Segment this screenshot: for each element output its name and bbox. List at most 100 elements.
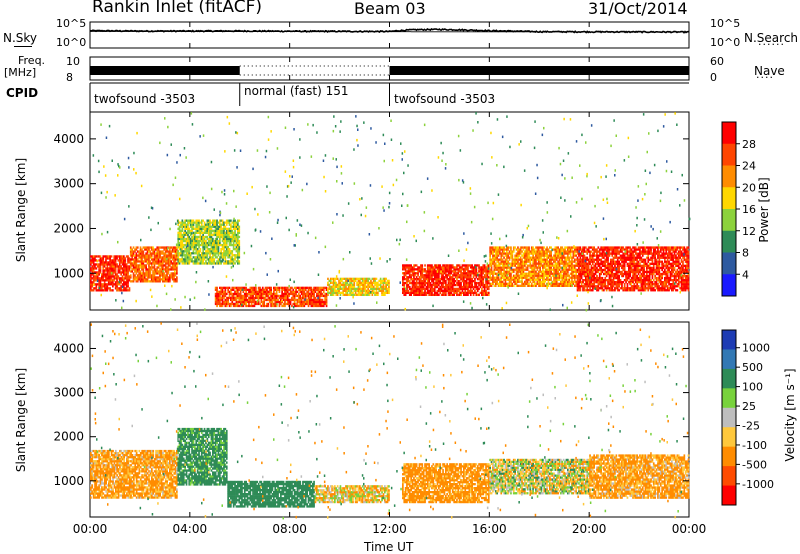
power-cell	[141, 256, 143, 259]
power-cell	[114, 267, 117, 270]
power-cell	[336, 283, 339, 286]
power-cell	[206, 243, 209, 247]
power-cell	[418, 280, 421, 283]
power-cell	[325, 296, 328, 300]
power-cell	[129, 258, 132, 261]
power-cell	[300, 286, 303, 289]
power-cell	[342, 291, 345, 294]
power-cell	[216, 296, 218, 300]
power-cell	[335, 285, 338, 288]
power-cell	[435, 276, 437, 279]
power-cell	[270, 304, 272, 308]
power-cell	[167, 262, 170, 265]
power-cell	[597, 289, 600, 292]
power-cell	[167, 272, 170, 275]
power-cell	[410, 264, 412, 267]
power-cell	[157, 248, 160, 251]
power-cell	[102, 285, 105, 288]
power-cell	[371, 283, 374, 286]
power-cell	[188, 248, 191, 251]
power-cell	[580, 264, 583, 267]
power-cell	[216, 221, 218, 224]
power-cell	[438, 268, 440, 271]
power-cell	[518, 284, 521, 287]
power-cell	[125, 279, 128, 282]
power-cell	[528, 260, 530, 263]
power-cell	[232, 239, 235, 243]
power-cell	[554, 250, 557, 253]
power-cell	[123, 269, 125, 272]
power-cell	[231, 233, 234, 237]
power-cell	[231, 225, 234, 228]
power-cell	[353, 279, 356, 282]
power-cell	[162, 272, 164, 275]
power-cell	[264, 294, 267, 298]
power-cell	[166, 248, 168, 251]
power-cell	[142, 260, 145, 263]
power-cell	[196, 229, 199, 232]
power-cell	[125, 285, 128, 288]
power-cell	[178, 243, 181, 247]
power-cell	[166, 260, 168, 263]
power-cell	[494, 250, 497, 253]
power-cell	[317, 288, 320, 291]
power-cell	[209, 262, 211, 265]
power-cell	[219, 304, 221, 308]
power-cell	[465, 287, 468, 291]
power-cell	[532, 260, 534, 263]
power-cell	[238, 256, 241, 259]
power-cell	[216, 262, 218, 265]
power-cell	[99, 255, 102, 258]
power-cell	[242, 286, 245, 289]
power-cell	[426, 270, 429, 273]
power-cell	[339, 293, 342, 296]
power-cell	[442, 281, 444, 285]
power-cell	[178, 221, 181, 224]
power-cell	[451, 276, 454, 279]
power-cell	[379, 281, 382, 284]
power-cell	[374, 281, 376, 284]
power-cell	[110, 263, 113, 266]
power-cell	[500, 254, 503, 257]
power-cell	[506, 264, 508, 267]
power-cell	[533, 262, 536, 265]
power-cell	[110, 265, 113, 268]
power-cell	[116, 283, 118, 286]
power-cell	[187, 260, 189, 263]
power-cell	[553, 270, 555, 273]
power-cell	[343, 285, 346, 288]
power-cell	[364, 279, 367, 282]
power-cell	[228, 227, 231, 230]
power-cell	[148, 250, 150, 253]
power-cell	[198, 235, 200, 239]
power-cell	[426, 276, 429, 279]
power-cell	[196, 227, 199, 230]
power-cell	[221, 246, 224, 249]
power-cell	[261, 288, 264, 291]
power-cell	[456, 281, 458, 285]
power-cell	[321, 294, 324, 298]
power-cell	[124, 265, 127, 268]
power-cell	[324, 294, 326, 298]
power-cell	[152, 272, 154, 275]
power-cell	[327, 289, 329, 292]
power-cell	[597, 283, 600, 286]
power-cell	[532, 262, 534, 265]
power-cell	[141, 252, 143, 255]
power-cell	[578, 268, 580, 272]
power-cell	[170, 262, 173, 265]
power-cell	[317, 302, 320, 306]
power-cell	[149, 270, 152, 273]
power-cell	[228, 233, 231, 237]
power-cell	[102, 269, 105, 272]
power-cell	[503, 284, 505, 287]
power-cell	[576, 276, 579, 280]
power-cell	[332, 279, 335, 282]
power-cell	[535, 264, 537, 267]
power-cell	[454, 266, 457, 269]
power-cell	[124, 263, 127, 266]
power-cell	[483, 276, 486, 279]
power-cell	[286, 296, 289, 300]
power-cell	[225, 292, 228, 296]
power-cell	[196, 248, 199, 251]
